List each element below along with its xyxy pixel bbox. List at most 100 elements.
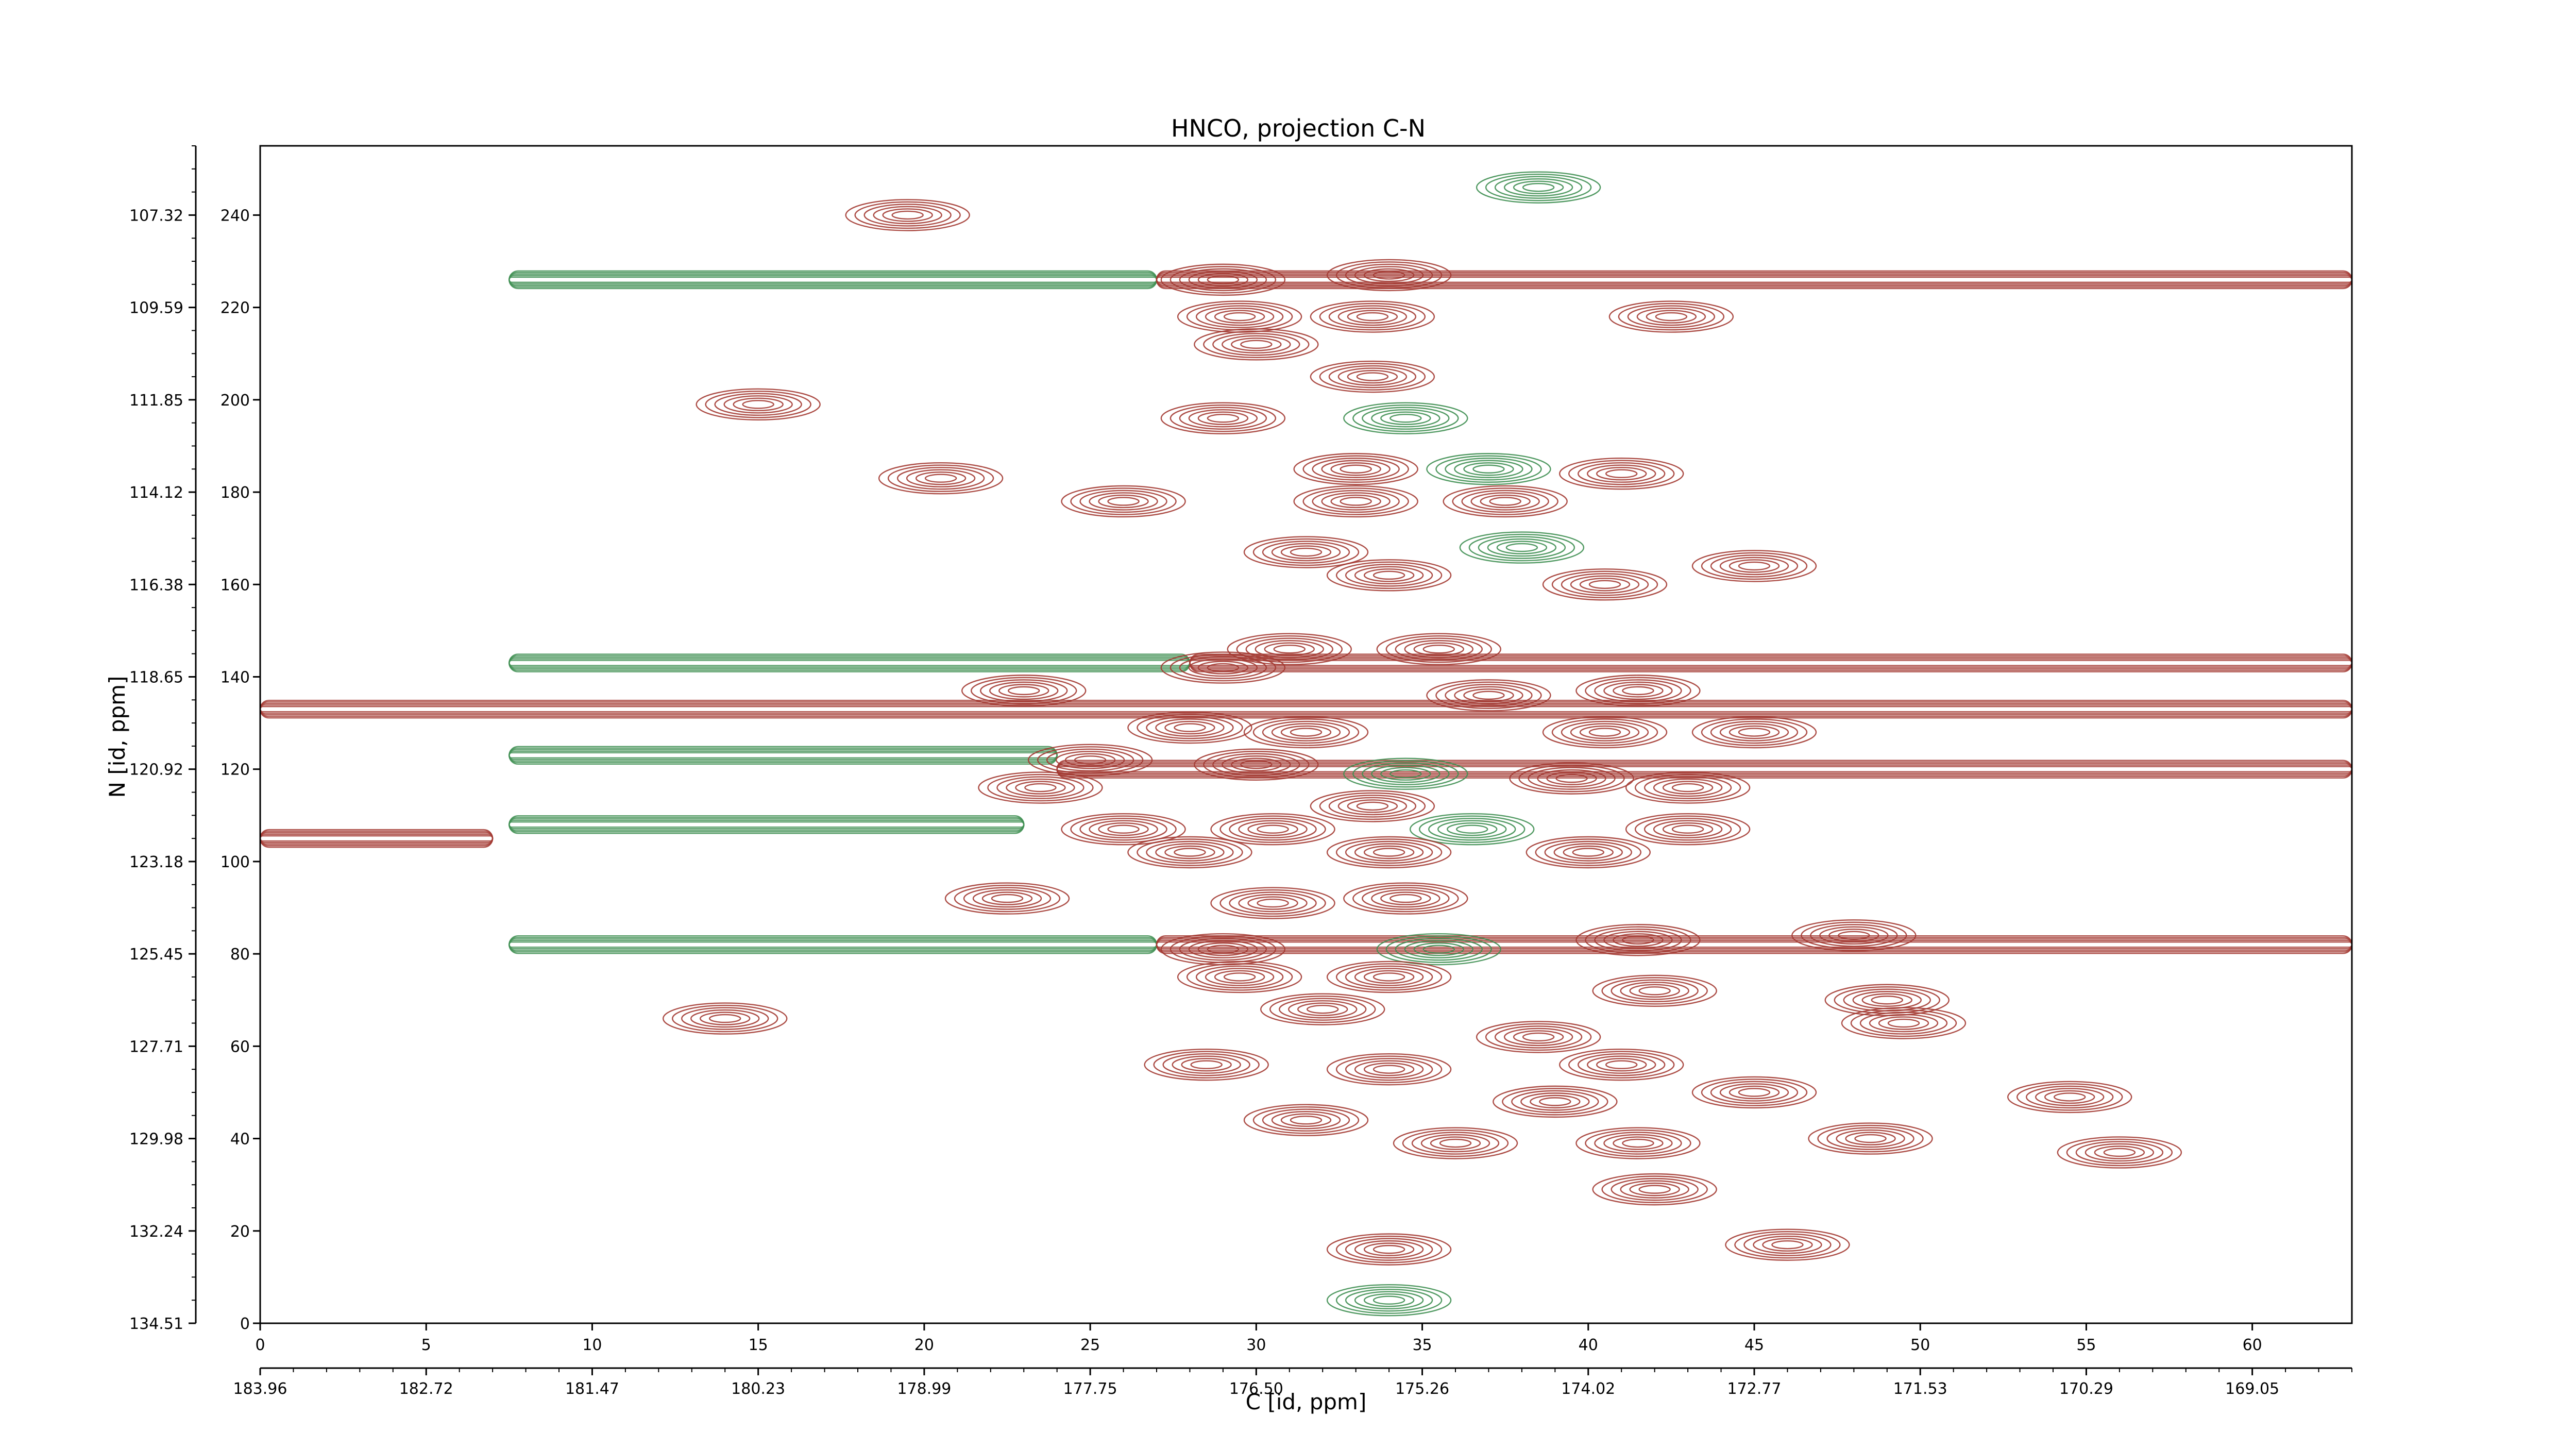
contour-streak (1189, 653, 2353, 672)
plot-frame (259, 145, 2353, 1324)
contour-peak (1293, 485, 1418, 518)
y-ppm-tick-label: 127.71 (129, 1038, 183, 1056)
contour-peak (1410, 813, 1535, 846)
contour-peak (1343, 402, 1468, 434)
y-index-tick-label: 140 (221, 668, 250, 686)
contour-streak (509, 653, 1191, 672)
contour-peak (1393, 1127, 1518, 1159)
contour-streak (259, 829, 494, 848)
y-ppm-tick-label: 125.45 (129, 946, 183, 964)
contour-layer (259, 171, 2353, 1317)
contour-peak (1061, 485, 1186, 518)
y-ppm-tick-label: 111.85 (129, 392, 183, 410)
x-ppm-tick-label: 175.26 (1395, 1380, 1449, 1398)
x-ppm-tick-label: 183.96 (233, 1380, 287, 1398)
x-index-tick-label: 35 (1412, 1336, 1432, 1354)
contour-peak (1559, 1048, 1684, 1081)
contour-peak (1326, 1284, 1452, 1317)
contour-peak (1691, 550, 1817, 582)
contour-peak (1160, 651, 1286, 684)
contour-peak (1493, 1085, 1618, 1118)
contour-peak (1608, 300, 1734, 333)
x-ppm-tick-label: 174.02 (1561, 1380, 1615, 1398)
contour-streak (509, 270, 1158, 290)
x-ppm-tick-label: 177.75 (1063, 1380, 1117, 1398)
x-ppm-tick-label: 180.23 (731, 1380, 785, 1398)
contour-peak (1625, 771, 1751, 804)
contour-peak (1127, 711, 1252, 744)
y-ppm-tick-label: 114.12 (129, 484, 183, 502)
axes-layer: 0 5 10 15 20 25 30 35 40 45 50 55 60 183.96 182.72 181.… (129, 145, 2352, 1398)
contour-peak (1575, 675, 1701, 707)
x-axis-label: C [id, ppm] (1246, 1389, 1367, 1414)
x-index-tick-label: 25 (1080, 1336, 1100, 1354)
x-ppm-tick-label: 169.05 (2225, 1380, 2279, 1398)
x-index-tick-label: 60 (2243, 1336, 2262, 1354)
y-ppm-tick-label: 109.59 (129, 299, 183, 317)
x-ppm-tick-label: 172.77 (1727, 1380, 1782, 1398)
y-index-tick-label: 0 (240, 1315, 250, 1333)
contour-peak (944, 882, 1070, 915)
contour-peak (1194, 328, 1319, 361)
contour-peak (1343, 757, 1468, 790)
contour-peak (1542, 716, 1668, 749)
contour-peak (961, 675, 1087, 707)
contour-peak (1027, 744, 1153, 776)
x-ppm-tick-label: 182.72 (399, 1380, 453, 1398)
x-index-tick-label: 40 (1579, 1336, 1598, 1354)
contour-peak (1509, 762, 1634, 795)
contour-peak (1559, 458, 1684, 490)
x-ppm-tick-label: 178.99 (897, 1380, 951, 1398)
contour-peak (1575, 924, 1701, 956)
contour-peak (1326, 961, 1452, 993)
contour-peak (1260, 993, 1385, 1025)
contour-peak (1625, 813, 1751, 846)
contour-streak (259, 700, 2353, 719)
contour-peak (1243, 716, 1369, 749)
y-axis-label: N [id, ppm] (105, 676, 130, 798)
x-index-tick-label: 55 (2076, 1336, 2096, 1354)
contour-peak (1177, 961, 1302, 993)
y-index-tick-label: 220 (221, 299, 250, 317)
x-index-tick-label: 0 (255, 1336, 265, 1354)
contour-peak (1310, 360, 1435, 393)
x-index-tick-label: 20 (914, 1336, 934, 1354)
contour-peak (1326, 259, 1452, 292)
contour-peak (1343, 882, 1468, 915)
contour-peak (1210, 887, 1335, 919)
contour-peak (1310, 300, 1435, 333)
contour-peak (1376, 933, 1501, 966)
contour-peak (1426, 679, 1551, 712)
contour-peak (1293, 453, 1418, 485)
contour-peak (663, 1002, 788, 1035)
contour-peak (2007, 1081, 2132, 1114)
chart-title: HNCO, projection C-N (1171, 114, 1426, 142)
y-index-tick-label: 160 (221, 576, 250, 594)
contour-peak (1808, 1122, 1933, 1155)
contour-peak (1791, 919, 1917, 952)
x-index-tick-label: 30 (1246, 1336, 1266, 1354)
y-ppm-tick-label: 134.51 (129, 1315, 183, 1333)
y-ppm-tick-label: 107.32 (129, 207, 183, 225)
contour-peak (1127, 836, 1252, 869)
y-index-tick-label: 100 (221, 853, 250, 871)
contour-peak (1177, 300, 1302, 333)
contour-peak (1160, 402, 1286, 434)
y-index-tick-label: 180 (221, 484, 250, 502)
y-index-tick-label: 20 (230, 1223, 250, 1241)
y-ppm-tick-label: 120.92 (129, 761, 183, 779)
contour-peak (1326, 559, 1452, 592)
y-index-tick-label: 120 (221, 761, 250, 779)
y-index-tick-label: 60 (230, 1038, 250, 1056)
contour-peak (1310, 790, 1435, 822)
contour-peak (1326, 1233, 1452, 1266)
contour-peak (1575, 1127, 1701, 1159)
x-ppm-tick-label: 176.50 (1229, 1380, 1283, 1398)
contour-streak (509, 815, 1025, 834)
contour-peak (1227, 633, 1352, 665)
y-index-tick-label: 80 (230, 946, 250, 964)
contour-peak (696, 388, 821, 421)
y-ppm-tick-label: 116.38 (129, 576, 183, 594)
x-ppm-tick-label: 171.53 (1893, 1380, 1947, 1398)
contour-peak (1841, 1007, 1967, 1039)
